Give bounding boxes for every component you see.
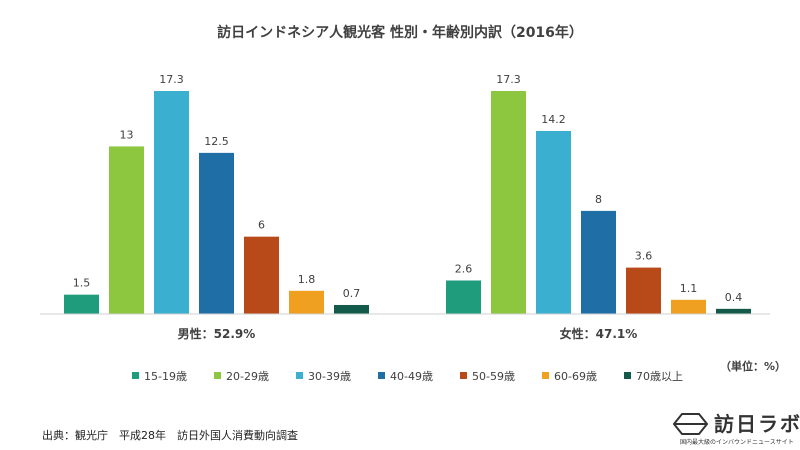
bar-female-70歳以上 <box>716 308 751 314</box>
value-label: 1.1 <box>680 282 698 295</box>
legend-label: 50-59歳 <box>472 370 515 383</box>
legend-swatch <box>624 372 631 379</box>
value-label: 3.6 <box>635 250 653 263</box>
bar-female-50-59歳 <box>626 267 661 314</box>
source-note: 出典：観光庁 平成28年 訪日外国人消費動向調査 <box>42 428 298 442</box>
bar-female-40-49歳 <box>581 210 616 314</box>
unit-label: （単位：%） <box>720 359 786 373</box>
logo-tagline: 国内最大級のインバウンドニュースサイト <box>680 438 794 446</box>
legend-swatch <box>296 372 303 379</box>
value-label: 17.3 <box>159 73 184 86</box>
legend-label: 15-19歳 <box>144 370 187 383</box>
legend-label: 70歳以上 <box>636 370 683 383</box>
value-label: 6 <box>258 219 265 232</box>
logo: 訪日ラボ 国内最大級のインバウンドニュースサイト <box>672 412 800 446</box>
bars-layer: 1.5 13 17.3 12.5 6 1.8 0.7 2.6 17.3 14.2 8 3.6 1.1 0.… <box>64 73 751 314</box>
value-label: 2.6 <box>455 262 473 275</box>
value-label: 0.4 <box>725 291 743 304</box>
value-label: 0.7 <box>343 287 361 300</box>
value-label: 1.5 <box>73 277 91 290</box>
value-label: 14.2 <box>541 113 566 126</box>
legend-swatch <box>132 372 139 379</box>
logo-name: 訪日ラボ <box>714 412 800 436</box>
bar-male-50-59歳 <box>244 236 279 314</box>
bar-male-60-69歳 <box>289 290 324 314</box>
bar-male-40-49歳 <box>199 152 234 314</box>
value-label: 13 <box>120 128 134 141</box>
bar-female-30-39歳 <box>536 130 571 314</box>
bar-female-15-19歳 <box>446 280 481 314</box>
value-label: 1.8 <box>298 273 316 286</box>
bar-male-15-19歳 <box>64 294 99 314</box>
legend-swatch <box>460 372 467 379</box>
legend-swatch <box>214 372 221 379</box>
bar-female-60-69歳 <box>671 299 706 314</box>
legend: 15-19歳 20-29歳 30-39歳 40-49歳 50-59歳 60-69歳 70歳以… <box>132 370 683 383</box>
value-label: 12.5 <box>204 135 229 148</box>
group-labels: 男性：52.9% 女性：47.1% <box>178 326 638 341</box>
legend-label: 20-29歳 <box>226 370 269 383</box>
bar-male-30-39歳 <box>154 91 189 314</box>
value-label: 8 <box>595 193 602 206</box>
legend-swatch <box>378 372 385 379</box>
chart-title: 訪日インドネシア人観光客 性別・年齢別内訳（2016年） <box>217 24 583 41</box>
legend-label: 40-49歳 <box>390 370 433 383</box>
bar-male-70歳以上 <box>334 304 369 314</box>
bar-female-20-29歳 <box>491 91 526 314</box>
legend-label: 60-69歳 <box>554 370 597 383</box>
bar-male-20-29歳 <box>109 146 144 314</box>
legend-label: 30-39歳 <box>308 370 351 383</box>
group-label-male: 男性：52.9% <box>178 326 256 341</box>
group-label-female: 女性：47.1% <box>560 326 638 341</box>
legend-swatch <box>542 372 549 379</box>
logo-icon <box>672 413 709 435</box>
value-label: 17.3 <box>496 73 521 86</box>
